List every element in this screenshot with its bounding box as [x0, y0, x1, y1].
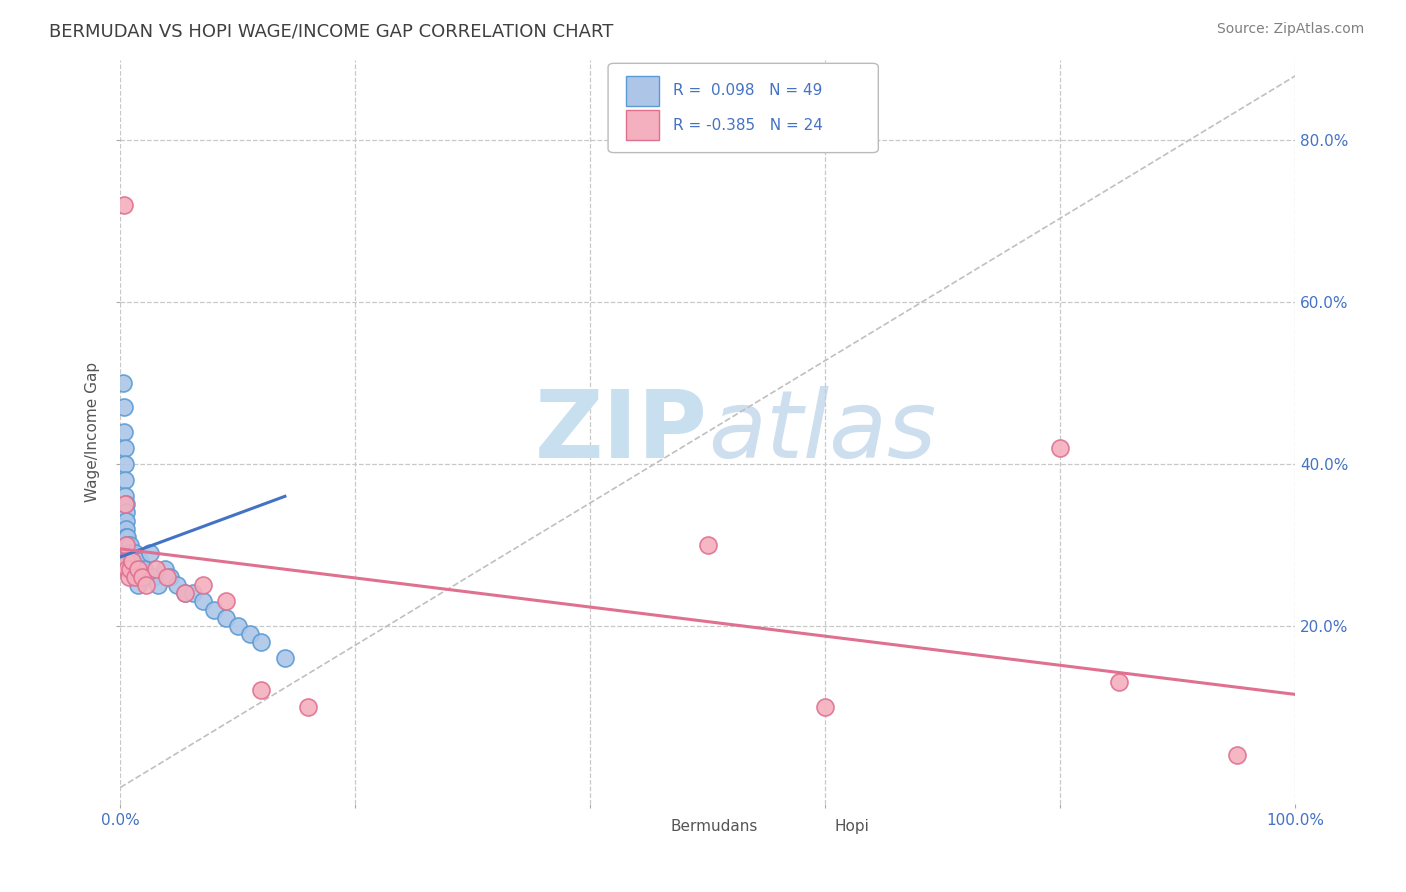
- Point: [139, 546, 162, 560]
- FancyBboxPatch shape: [790, 816, 823, 837]
- Point: [127, 578, 149, 592]
- Point: [114, 489, 136, 503]
- FancyBboxPatch shape: [626, 76, 658, 106]
- Point: [146, 578, 169, 592]
- Point: [156, 570, 179, 584]
- Point: [1226, 748, 1249, 763]
- Point: [159, 570, 181, 584]
- Point: [114, 457, 136, 471]
- Point: [125, 562, 148, 576]
- Point: [118, 562, 141, 576]
- Point: [250, 683, 273, 698]
- Point: [118, 546, 141, 560]
- Point: [142, 570, 165, 584]
- Point: [114, 497, 136, 511]
- Point: [121, 562, 143, 576]
- FancyBboxPatch shape: [607, 63, 879, 153]
- Point: [697, 538, 720, 552]
- Point: [1108, 675, 1130, 690]
- Point: [112, 425, 135, 439]
- Point: [124, 570, 146, 584]
- Point: [115, 522, 138, 536]
- Point: [135, 570, 157, 584]
- Text: R =  0.098   N = 49: R = 0.098 N = 49: [672, 83, 823, 98]
- Point: [118, 570, 141, 584]
- Point: [118, 538, 141, 552]
- Point: [135, 578, 157, 592]
- Point: [166, 578, 188, 592]
- Point: [115, 530, 138, 544]
- Point: [274, 651, 297, 665]
- Point: [1049, 441, 1071, 455]
- Text: Source: ZipAtlas.com: Source: ZipAtlas.com: [1216, 22, 1364, 37]
- Text: Hopi: Hopi: [835, 819, 870, 834]
- Point: [191, 578, 214, 592]
- FancyBboxPatch shape: [626, 111, 658, 140]
- Point: [115, 497, 138, 511]
- Point: [215, 594, 238, 608]
- Point: [204, 602, 226, 616]
- Point: [191, 594, 214, 608]
- Point: [120, 562, 142, 576]
- Point: [114, 473, 136, 487]
- Point: [118, 554, 141, 568]
- Point: [120, 554, 142, 568]
- Text: R = -0.385   N = 24: R = -0.385 N = 24: [672, 118, 823, 133]
- Point: [111, 376, 134, 390]
- Point: [112, 198, 135, 212]
- Point: [174, 586, 197, 600]
- Point: [115, 514, 138, 528]
- Point: [814, 699, 837, 714]
- Text: BERMUDAN VS HOPI WAGE/INCOME GAP CORRELATION CHART: BERMUDAN VS HOPI WAGE/INCOME GAP CORRELA…: [49, 22, 613, 40]
- Point: [174, 586, 197, 600]
- Point: [121, 554, 143, 568]
- Point: [115, 554, 138, 568]
- Point: [127, 562, 149, 576]
- Point: [129, 554, 152, 568]
- Point: [117, 538, 139, 552]
- Point: [114, 441, 136, 455]
- FancyBboxPatch shape: [626, 816, 658, 837]
- Point: [117, 538, 139, 552]
- Point: [115, 538, 138, 552]
- Point: [118, 554, 141, 568]
- Point: [226, 618, 249, 632]
- Text: Bermudans: Bermudans: [671, 819, 758, 834]
- Point: [124, 546, 146, 560]
- Point: [181, 586, 204, 600]
- Text: ZIP: ZIP: [536, 385, 709, 477]
- Point: [117, 546, 139, 560]
- Point: [122, 554, 145, 568]
- Point: [250, 635, 273, 649]
- Point: [117, 562, 139, 576]
- Point: [121, 554, 143, 568]
- Point: [215, 610, 238, 624]
- Text: atlas: atlas: [709, 386, 936, 477]
- Point: [125, 570, 148, 584]
- Point: [115, 506, 138, 520]
- Point: [118, 554, 141, 568]
- Point: [117, 530, 139, 544]
- Point: [131, 570, 153, 584]
- Y-axis label: Wage/Income Gap: Wage/Income Gap: [86, 361, 100, 501]
- Point: [132, 562, 155, 576]
- Point: [118, 546, 141, 560]
- Point: [297, 699, 319, 714]
- Point: [145, 562, 167, 576]
- Point: [239, 627, 262, 641]
- Point: [112, 401, 135, 415]
- Point: [153, 562, 176, 576]
